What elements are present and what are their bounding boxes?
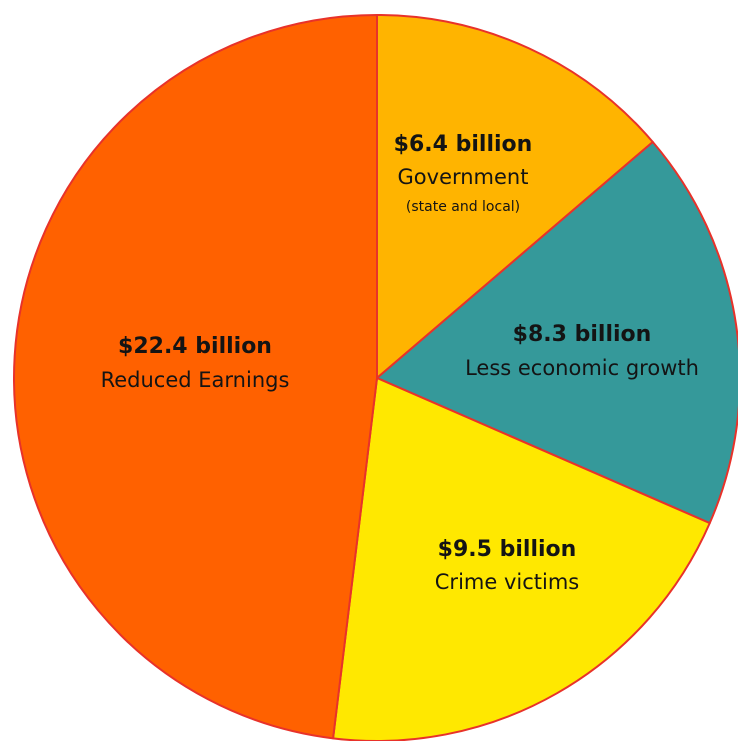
slice-value-label-economic-growth: $8.3 billion <box>513 322 652 347</box>
slice-name-label-government: Government <box>398 165 529 189</box>
pie-slice-economic-growth <box>376 140 738 525</box>
slice-value-label-crime-victims: $9.5 billion <box>438 537 577 562</box>
slice-name-label-crime-victims: Crime victims <box>435 570 579 594</box>
slice-name-label-reduced-earnings: Reduced Earnings <box>101 368 290 392</box>
pie-slice-reduced-earnings <box>13 14 378 740</box>
pie-labels: $6.4 billion Government (state and local… <box>101 132 699 594</box>
slice-name-label-economic-growth: Less economic growth <box>465 356 699 380</box>
pie-slice-government <box>376 14 654 379</box>
pie-slices <box>13 14 738 741</box>
slice-value-label-reduced-earnings: $22.4 billion <box>118 334 272 359</box>
slice-note-label-government: (state and local) <box>406 199 520 215</box>
slice-value-label-government: $6.4 billion <box>394 132 533 157</box>
